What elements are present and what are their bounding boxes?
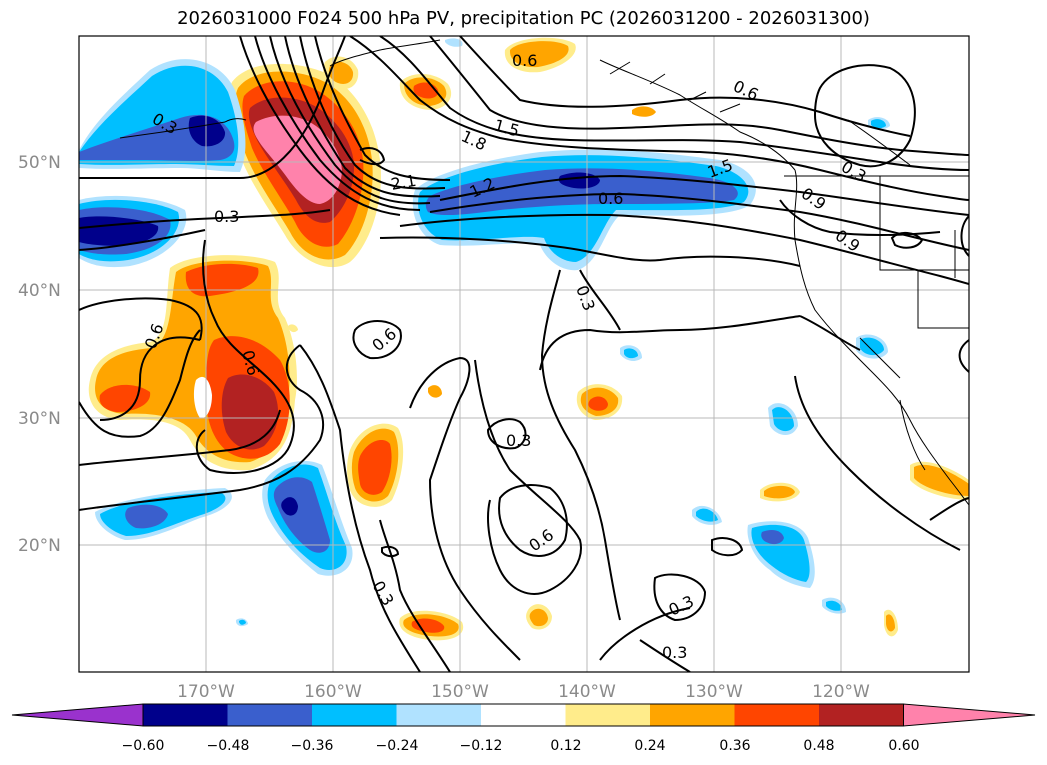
contour-label: 0.6 bbox=[512, 51, 537, 70]
colorbar-swatch bbox=[227, 704, 313, 726]
colorbar-swatch bbox=[396, 704, 482, 726]
colorbar-tick: −0.60 bbox=[122, 738, 165, 754]
colorbar-tick: −0.24 bbox=[376, 738, 419, 754]
colorbar-tick-labels: −0.60 −0.48 −0.36 −0.24 −0.12 0.12 0.24 … bbox=[122, 738, 920, 754]
colorbar-swatch bbox=[565, 704, 651, 726]
colorbar-tick: −0.36 bbox=[291, 738, 334, 754]
colorbar-extend-max bbox=[903, 703, 1036, 727]
lon-label-150w: 150°W bbox=[431, 682, 489, 702]
colorbar-frame bbox=[142, 703, 904, 727]
colorbar-swatch bbox=[819, 704, 904, 726]
lat-label-50n: 50°N bbox=[18, 153, 61, 173]
colorbar-tick: 0.36 bbox=[719, 738, 750, 754]
coastlines bbox=[119, 39, 969, 506]
contour-label: 1.8 bbox=[458, 126, 489, 154]
colorbar-tick: 0.48 bbox=[803, 738, 834, 754]
colorbar-tick: −0.12 bbox=[460, 738, 503, 754]
colorbar bbox=[11, 703, 1036, 727]
colorbar-extend-min bbox=[11, 703, 144, 727]
gridlines bbox=[79, 36, 969, 672]
contour-label: 0.3 bbox=[214, 207, 239, 226]
contour-label: 0.9 bbox=[832, 226, 864, 256]
contour-label: 0.3 bbox=[572, 283, 599, 313]
contour-label: 0.3 bbox=[506, 431, 531, 450]
colorbar-tick: −0.48 bbox=[207, 738, 250, 754]
longitude-labels: 170°W 160°W 150°W 140°W 130°W 120°W bbox=[177, 682, 870, 702]
colorbar-swatch bbox=[734, 704, 820, 726]
map-frame bbox=[78, 35, 970, 673]
colorbar-swatch bbox=[650, 704, 735, 726]
lat-label-30n: 30°N bbox=[18, 409, 61, 429]
map-title: 2026031000 F024 500 hPa PV, precipitatio… bbox=[177, 8, 870, 29]
lat-label-20n: 20°N bbox=[18, 536, 61, 556]
pv-contours bbox=[79, 36, 969, 672]
lon-label-130w: 130°W bbox=[685, 682, 743, 702]
contour-label: 0.9 bbox=[798, 184, 830, 214]
lon-label-120w: 120°W bbox=[812, 682, 870, 702]
lon-label-170w: 170°W bbox=[177, 682, 235, 702]
colorbar-swatch bbox=[312, 704, 397, 726]
colorbar-tick: 0.12 bbox=[550, 738, 581, 754]
colorbar-swatch bbox=[143, 704, 228, 726]
contour-label: 0.6 bbox=[525, 525, 557, 555]
colorbar-swatch bbox=[481, 704, 566, 726]
latitude-labels: 50°N 40°N 30°N 20°N bbox=[18, 153, 61, 556]
lat-label-40n: 40°N bbox=[18, 281, 61, 301]
colorbar-tick: 0.24 bbox=[634, 738, 665, 754]
contour-label: 0.3 bbox=[662, 643, 687, 662]
colorbar-tick: 0.60 bbox=[888, 738, 919, 754]
contour-label: 0.6 bbox=[598, 189, 623, 208]
contour-label: 2.1 bbox=[389, 171, 417, 194]
lon-label-160w: 160°W bbox=[304, 682, 362, 702]
precip-anomaly-fill bbox=[79, 37, 969, 641]
lon-label-140w: 140°W bbox=[558, 682, 616, 702]
